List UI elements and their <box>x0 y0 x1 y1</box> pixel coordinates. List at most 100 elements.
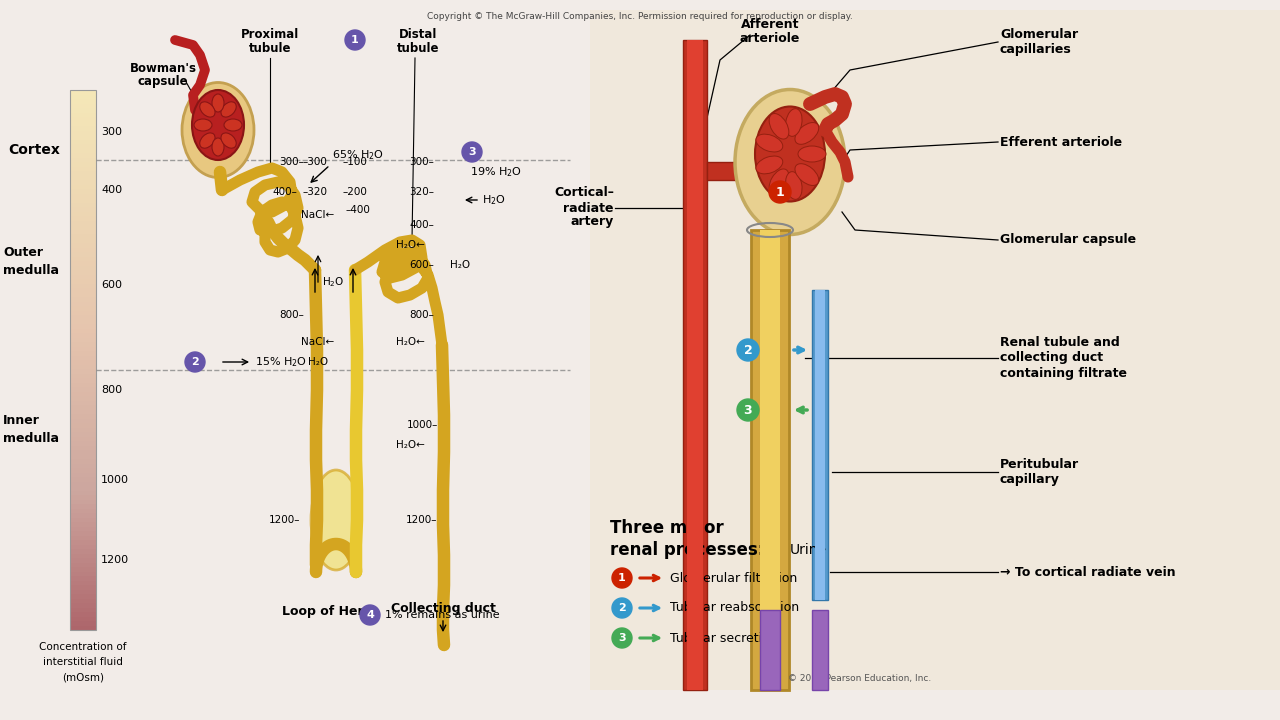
Text: Collecting duct: Collecting duct <box>390 602 495 615</box>
Circle shape <box>186 352 205 372</box>
Text: 2: 2 <box>191 357 198 367</box>
Text: H₂O←: H₂O← <box>396 440 425 450</box>
Bar <box>70 99 96 104</box>
Text: 15% H$_2$O: 15% H$_2$O <box>255 355 307 369</box>
Bar <box>70 279 96 284</box>
Bar <box>70 261 96 266</box>
Text: Glomerular capsule: Glomerular capsule <box>1000 233 1137 246</box>
Text: 1% remains as urine: 1% remains as urine <box>385 610 499 620</box>
Text: containing filtrate: containing filtrate <box>1000 367 1126 380</box>
Text: Cortex: Cortex <box>8 143 60 157</box>
Bar <box>70 539 96 544</box>
Bar <box>760 610 780 690</box>
Text: capsule: capsule <box>138 76 188 89</box>
Bar <box>70 274 96 279</box>
Bar <box>70 477 96 482</box>
Text: –300: –300 <box>302 157 328 167</box>
Text: → To cortical radiate vein: → To cortical radiate vein <box>1000 565 1175 578</box>
Bar <box>70 265 96 270</box>
Bar <box>70 431 96 436</box>
Bar <box>70 323 96 328</box>
Bar <box>70 531 96 536</box>
Text: 1200–: 1200– <box>269 515 301 525</box>
Text: Concentration of: Concentration of <box>40 642 127 652</box>
Bar <box>70 395 96 400</box>
Bar <box>70 495 96 500</box>
Ellipse shape <box>735 89 845 235</box>
Text: 400–: 400– <box>273 187 297 197</box>
Text: Cortical–: Cortical– <box>554 186 614 199</box>
Text: 1: 1 <box>776 186 785 199</box>
Bar <box>70 215 96 220</box>
Text: artery: artery <box>571 215 614 228</box>
Bar <box>70 449 96 454</box>
Circle shape <box>737 339 759 361</box>
Bar <box>70 369 96 374</box>
Bar <box>70 427 96 432</box>
Bar <box>70 405 96 410</box>
Circle shape <box>462 142 483 162</box>
Bar <box>70 251 96 256</box>
Bar <box>70 553 96 558</box>
Bar <box>70 535 96 540</box>
Bar <box>70 337 96 342</box>
Text: 2: 2 <box>618 603 626 613</box>
Bar <box>70 297 96 302</box>
Ellipse shape <box>756 156 783 174</box>
Text: Inner: Inner <box>3 413 40 426</box>
Bar <box>70 179 96 184</box>
Text: Renal tubule and: Renal tubule and <box>1000 336 1120 348</box>
Bar <box>70 117 96 122</box>
Ellipse shape <box>221 102 237 117</box>
Ellipse shape <box>786 171 803 199</box>
Bar <box>70 94 96 99</box>
Ellipse shape <box>212 94 224 112</box>
Text: H$_2$O: H$_2$O <box>323 275 344 289</box>
Bar <box>70 301 96 306</box>
Text: 400–: 400– <box>410 220 434 230</box>
Bar <box>70 130 96 135</box>
Text: Three major: Three major <box>611 519 723 537</box>
Bar <box>70 135 96 140</box>
Text: H₂O: H₂O <box>308 357 328 367</box>
Ellipse shape <box>311 470 361 570</box>
Text: 1: 1 <box>351 35 358 45</box>
Text: –100: –100 <box>343 157 367 167</box>
Text: 400: 400 <box>101 185 122 195</box>
Bar <box>70 166 96 171</box>
Text: H₂O: H₂O <box>451 260 470 270</box>
Bar <box>70 400 96 405</box>
Bar <box>70 287 96 292</box>
Bar <box>687 40 703 690</box>
Text: 1000: 1000 <box>101 475 129 485</box>
Bar <box>70 611 96 616</box>
Bar <box>70 143 96 148</box>
Bar <box>70 328 96 333</box>
Text: 2: 2 <box>744 343 753 356</box>
Text: 600–: 600– <box>410 260 434 270</box>
Text: 1200: 1200 <box>101 555 129 565</box>
Bar <box>70 283 96 288</box>
Bar <box>70 521 96 526</box>
Text: capillary: capillary <box>1000 472 1060 485</box>
Text: Glomerular: Glomerular <box>1000 29 1078 42</box>
Text: 800–: 800– <box>279 310 305 320</box>
Circle shape <box>612 568 632 588</box>
Text: tubule: tubule <box>397 42 439 55</box>
Bar <box>70 238 96 243</box>
Bar <box>70 557 96 562</box>
Bar <box>70 567 96 572</box>
Bar <box>70 153 96 158</box>
Bar <box>70 341 96 346</box>
Bar <box>70 351 96 356</box>
Bar <box>70 139 96 144</box>
Bar <box>70 193 96 198</box>
Text: Tubular secretion: Tubular secretion <box>669 631 778 644</box>
Bar <box>70 89 96 94</box>
Bar <box>70 225 96 230</box>
Text: interstitial fluid: interstitial fluid <box>44 657 123 667</box>
Bar <box>70 463 96 468</box>
Bar <box>70 125 96 130</box>
Text: Bowman's: Bowman's <box>129 61 197 74</box>
Ellipse shape <box>212 138 224 156</box>
